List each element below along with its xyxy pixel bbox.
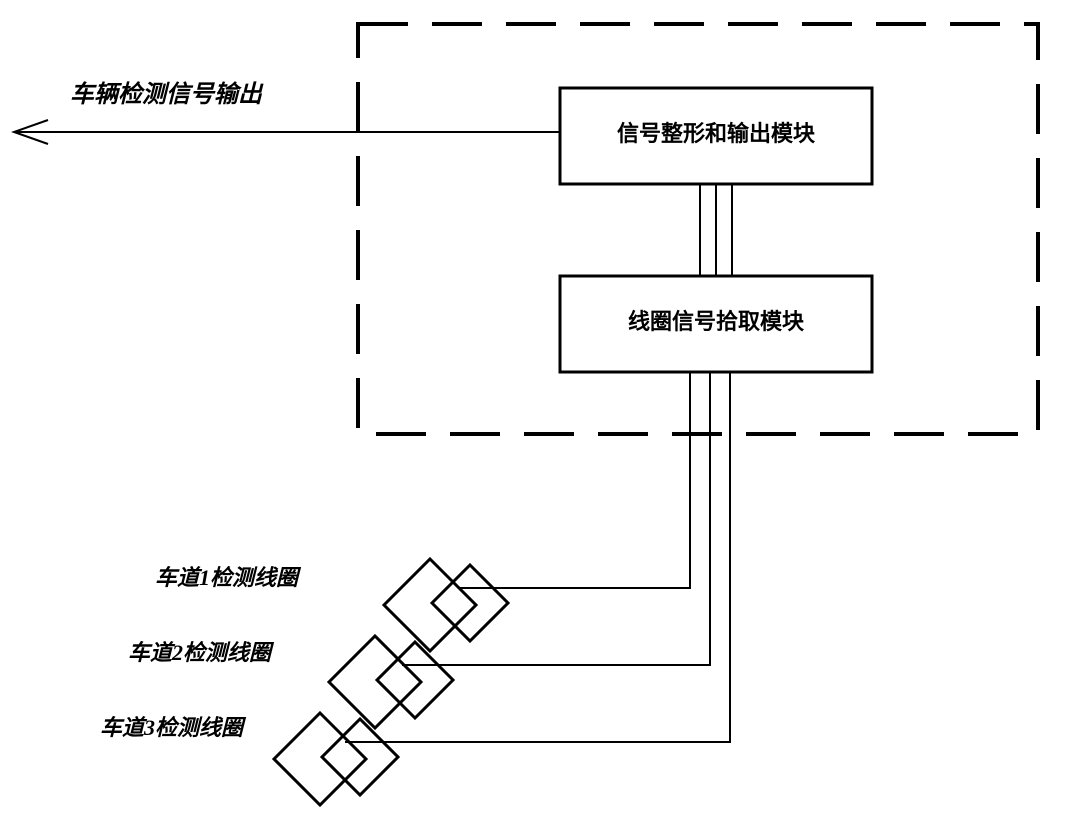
coil-connector-3: [345, 372, 730, 742]
coil-3-label: 车道3检测线圈: [100, 715, 247, 740]
coil-1-label: 车道1检测线圈: [155, 565, 302, 590]
coil-3-inner: [322, 719, 398, 795]
coil-connector-1: [460, 372, 690, 588]
coil-2-label: 车道2检测线圈: [128, 640, 275, 665]
coil-1-inner: [432, 565, 508, 641]
output-label: 车辆检测信号输出: [70, 81, 264, 108]
coil-2-inner: [377, 642, 453, 718]
module-bottom-label: 线圈信号拾取模块: [628, 309, 805, 334]
module-top-label: 信号整形和输出模块: [617, 121, 816, 146]
